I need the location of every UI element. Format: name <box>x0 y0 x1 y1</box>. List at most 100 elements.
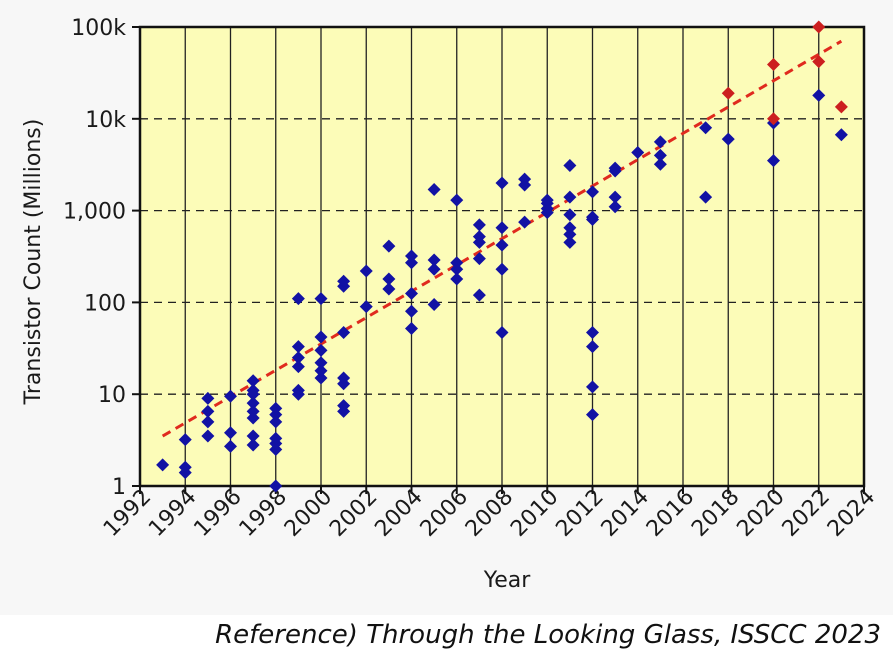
y-tick-label: 100k <box>71 16 126 41</box>
data-point <box>359 264 373 278</box>
data-point <box>767 154 780 168</box>
y-tick-label: 100 <box>84 291 126 316</box>
data-point <box>608 161 622 175</box>
data-point <box>427 253 441 267</box>
data-point <box>246 374 260 388</box>
data-point-highlight <box>812 20 826 34</box>
x-tick-label: 2010 <box>506 485 563 542</box>
data-point <box>427 182 441 196</box>
data-point <box>405 287 418 301</box>
x-tick-label: 2006 <box>416 485 473 542</box>
data-point <box>472 252 486 266</box>
reference-caption: Reference) Through the Looking Glass, IS… <box>215 620 881 650</box>
data-point <box>563 190 577 204</box>
y-axis-title: Transistor Count (Millions) <box>21 119 46 406</box>
data-point <box>495 326 509 340</box>
data-point-highlight <box>834 100 848 114</box>
x-tick-label: 1994 <box>144 485 201 542</box>
data-point <box>269 401 283 415</box>
data-point <box>246 429 260 443</box>
data-point <box>586 380 599 394</box>
data-point <box>427 297 441 311</box>
data-point <box>291 360 305 374</box>
y-tick-label: 10k <box>85 108 126 133</box>
data-point <box>201 429 215 443</box>
data-point <box>314 371 328 385</box>
data-point <box>540 193 554 207</box>
y-tick-label: 1 <box>112 475 126 500</box>
data-point <box>314 330 328 344</box>
data-point <box>563 221 577 235</box>
data-point <box>586 210 599 224</box>
data-point <box>563 208 577 222</box>
data-point <box>201 404 215 418</box>
data-point <box>291 340 305 354</box>
data-point <box>382 282 396 296</box>
x-tick-label: 1996 <box>189 485 246 542</box>
data-point <box>472 230 486 244</box>
x-tick-label: 2012 <box>551 485 608 542</box>
data-point <box>653 135 667 149</box>
data-point <box>450 272 464 286</box>
data-point <box>405 249 418 263</box>
x-tick-label: 2002 <box>325 485 382 542</box>
data-point <box>291 351 305 365</box>
data-point <box>608 200 622 214</box>
data-point <box>178 460 192 474</box>
data-point <box>201 415 215 429</box>
data-point <box>224 426 237 440</box>
data-point <box>359 300 373 314</box>
data-point <box>699 121 713 135</box>
data-point <box>405 256 418 270</box>
data-point <box>563 235 577 249</box>
x-tick-label: 2022 <box>778 485 835 542</box>
data-point <box>495 221 509 235</box>
data-point <box>291 292 305 306</box>
data-point-highlight <box>721 86 735 100</box>
x-tick-label: 2024 <box>823 485 880 542</box>
data-point <box>314 364 328 378</box>
data-point <box>518 215 532 229</box>
transistor-count-scatter-chart: 1101001,00010k100k1992199419961998200020… <box>21 16 880 593</box>
data-point <box>382 239 396 253</box>
data-point <box>653 148 667 162</box>
data-point <box>586 340 599 354</box>
data-point <box>291 383 305 397</box>
data-point <box>721 132 735 146</box>
x-tick-label: 2008 <box>461 485 518 542</box>
data-point <box>337 326 351 340</box>
data-point <box>495 238 509 252</box>
data-point <box>450 256 464 270</box>
x-tick-label: 2004 <box>370 485 427 542</box>
x-tick-label: 1992 <box>99 485 156 542</box>
data-point <box>156 458 170 472</box>
data-point <box>586 185 599 199</box>
data-point <box>427 262 441 276</box>
data-point <box>472 218 486 232</box>
data-point <box>834 128 848 142</box>
data-point <box>405 321 418 335</box>
x-tick-label: 2014 <box>597 485 654 542</box>
data-point <box>518 172 532 186</box>
x-tick-label: 2016 <box>642 485 699 542</box>
data-point <box>246 404 260 418</box>
y-tick-label: 10 <box>98 383 126 408</box>
data-point <box>246 438 260 452</box>
data-point <box>699 190 713 204</box>
data-point <box>224 389 237 403</box>
data-point <box>586 408 599 422</box>
data-point <box>337 274 351 288</box>
data-point <box>246 383 260 397</box>
data-point-highlight <box>767 58 780 72</box>
data-point <box>631 145 645 159</box>
x-tick-label: 2018 <box>687 485 744 542</box>
data-point <box>405 304 418 318</box>
data-point <box>472 288 486 302</box>
data-point <box>269 479 283 493</box>
data-point <box>246 396 260 410</box>
data-point <box>314 343 328 357</box>
data-point <box>201 391 215 405</box>
data-point-highlight <box>767 112 780 126</box>
x-axis-title: Year <box>483 568 532 593</box>
data-point <box>269 431 283 445</box>
